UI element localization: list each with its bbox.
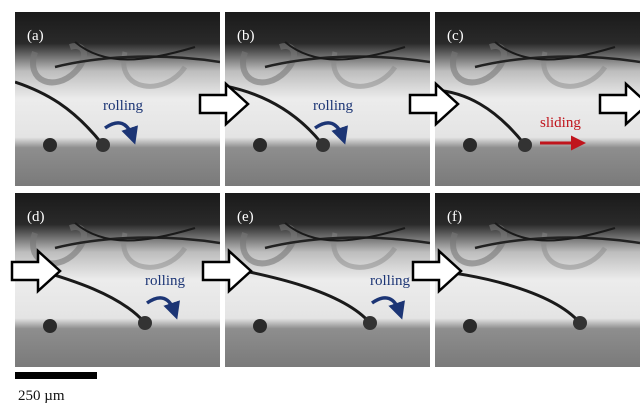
scale-bar [15, 372, 97, 379]
figure: (a) rolling (b) rolling (c) sliding (d) rolling… [0, 0, 640, 405]
image-panel: (f) [435, 193, 640, 367]
panel-label: (a) [27, 28, 44, 44]
panel-label: (f) [447, 209, 462, 225]
image-panel: (a) rolling [15, 12, 220, 186]
panel-label: (e) [237, 209, 254, 225]
image-panel: (b) rolling [225, 12, 430, 186]
annotation: sliding [540, 115, 581, 131]
panel-label: (c) [447, 28, 464, 44]
panel-label: (d) [27, 209, 45, 225]
annotation: rolling [313, 98, 353, 114]
panel-label: (b) [237, 28, 255, 44]
annotation: rolling [145, 273, 185, 289]
annotation: rolling [370, 273, 410, 289]
scale-label: 250 µm [18, 388, 65, 404]
annotation: rolling [103, 98, 143, 114]
image-panel: (e) rolling [225, 193, 430, 367]
